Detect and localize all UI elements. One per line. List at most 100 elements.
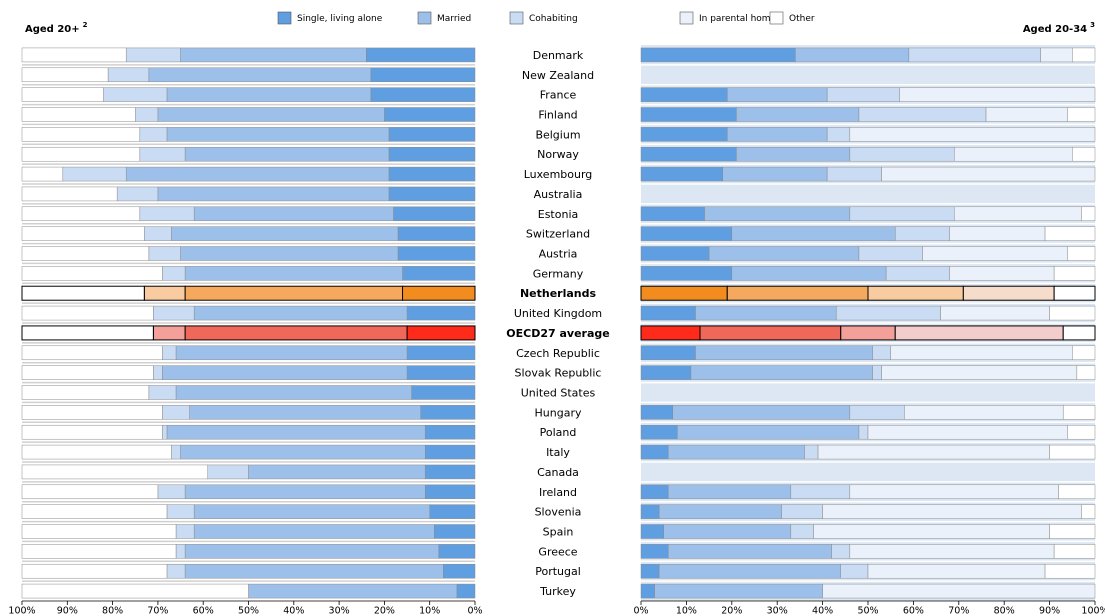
bar-segment [21, 166, 64, 182]
bar-segment [640, 107, 737, 122]
x-tick-label: 20% [374, 606, 395, 616]
bar-segment [640, 47, 796, 63]
bar-segment [424, 444, 476, 460]
bar-segment [1040, 47, 1073, 63]
bar-segment [640, 146, 737, 162]
legend-label: In parental home [699, 14, 777, 24]
bar-segment [881, 166, 1096, 182]
bar-segment [894, 226, 950, 241]
bar-segment [922, 246, 1069, 261]
bar-segment [189, 405, 421, 420]
bar-segment [858, 246, 923, 261]
bar-segment [175, 524, 195, 539]
title-text: Aged 20-34 [1023, 24, 1087, 35]
legend-label: Married [437, 14, 471, 24]
bar-segment [193, 206, 394, 222]
bar-segment [116, 186, 159, 202]
bar-segment [180, 47, 367, 63]
bar-segment [207, 464, 249, 480]
bar-segment [370, 87, 476, 102]
bar-segment [162, 345, 177, 361]
category-label: OECD27 average [506, 327, 609, 340]
bar-segment [175, 544, 186, 559]
bar-segment [640, 504, 660, 519]
x-tick-label: 70% [948, 606, 969, 616]
panel-title: Aged 20-34 3 [1023, 21, 1095, 35]
bar-segment [420, 405, 476, 420]
bar-segment [885, 266, 950, 281]
category-label: Canada [537, 466, 579, 479]
bar-segment [157, 186, 390, 202]
bar-segment [406, 305, 476, 321]
bar-segment [424, 484, 476, 500]
bar-segment [184, 285, 404, 301]
bar-segment [658, 563, 842, 579]
category-label: United Kingdom [514, 307, 602, 320]
bar-segment [640, 444, 669, 460]
title-text: Aged 20+ [25, 24, 80, 35]
bar-segment [21, 186, 118, 202]
bar-segment [640, 424, 678, 440]
bar-segment [654, 583, 823, 599]
bar-segment [826, 127, 851, 142]
category-label: Turkey [539, 585, 576, 598]
bar-segment [831, 544, 851, 559]
bar-segment [640, 325, 701, 341]
bar-segment [849, 484, 1059, 500]
bar-segment [1053, 266, 1096, 281]
bar-segment [153, 365, 163, 380]
bar-segment [722, 166, 828, 182]
category-label: Slovak Republic [515, 367, 602, 380]
category-label: Slovenia [535, 506, 582, 519]
category-label: Austria [539, 248, 578, 261]
bar-segment [727, 127, 828, 142]
bar-segment [640, 583, 655, 599]
bar-segment [640, 226, 733, 241]
bar-segment [954, 146, 1073, 162]
legend-swatch [277, 11, 292, 25]
bar-segment [804, 444, 819, 460]
category-label: Estonia [538, 208, 579, 221]
bar-segment [21, 544, 177, 559]
title-note: 3 [1090, 21, 1095, 29]
category-label: Finland [538, 109, 577, 122]
bar-segment [695, 345, 873, 361]
bar-segment [954, 206, 1082, 222]
x-tick-label: 20% [721, 606, 742, 616]
bar-segment [402, 266, 476, 281]
legend-swatch [679, 11, 694, 25]
bar-segment [822, 583, 1096, 599]
category-label: Norway [537, 148, 579, 161]
bar-segment [872, 365, 882, 380]
x-tick-label: 30% [767, 606, 788, 616]
bar-segment [867, 285, 964, 301]
bar-segment [640, 405, 674, 420]
bar-segment [411, 385, 476, 400]
bar-segment [894, 325, 1064, 341]
category-label: Spain [543, 526, 574, 539]
bar-segment [397, 226, 476, 241]
x-tick-label: 0% [467, 606, 482, 616]
bar-segment [388, 127, 476, 142]
x-tick-label: 60% [193, 606, 214, 616]
x-tick-label: 40% [283, 606, 304, 616]
bar-segment [731, 226, 896, 241]
bar-segment [248, 583, 458, 599]
bar-segment [849, 127, 1096, 142]
bar-segment [908, 47, 1041, 63]
bar-segment [21, 285, 145, 301]
bar-segment [21, 405, 163, 420]
bar-segment [157, 484, 186, 500]
bar-segment [139, 146, 186, 162]
bar-segment [21, 47, 127, 63]
bar-segment [21, 385, 150, 400]
bar-segment [248, 464, 426, 480]
bar-segment [144, 226, 172, 241]
category-label: Denmark [533, 49, 584, 62]
bar-segment [21, 266, 163, 281]
bar-segment [443, 563, 476, 579]
bar-segment [640, 246, 710, 261]
bar-segment [21, 365, 154, 380]
bar-segment [1062, 325, 1096, 341]
x-tick-label: 0% [633, 606, 648, 616]
